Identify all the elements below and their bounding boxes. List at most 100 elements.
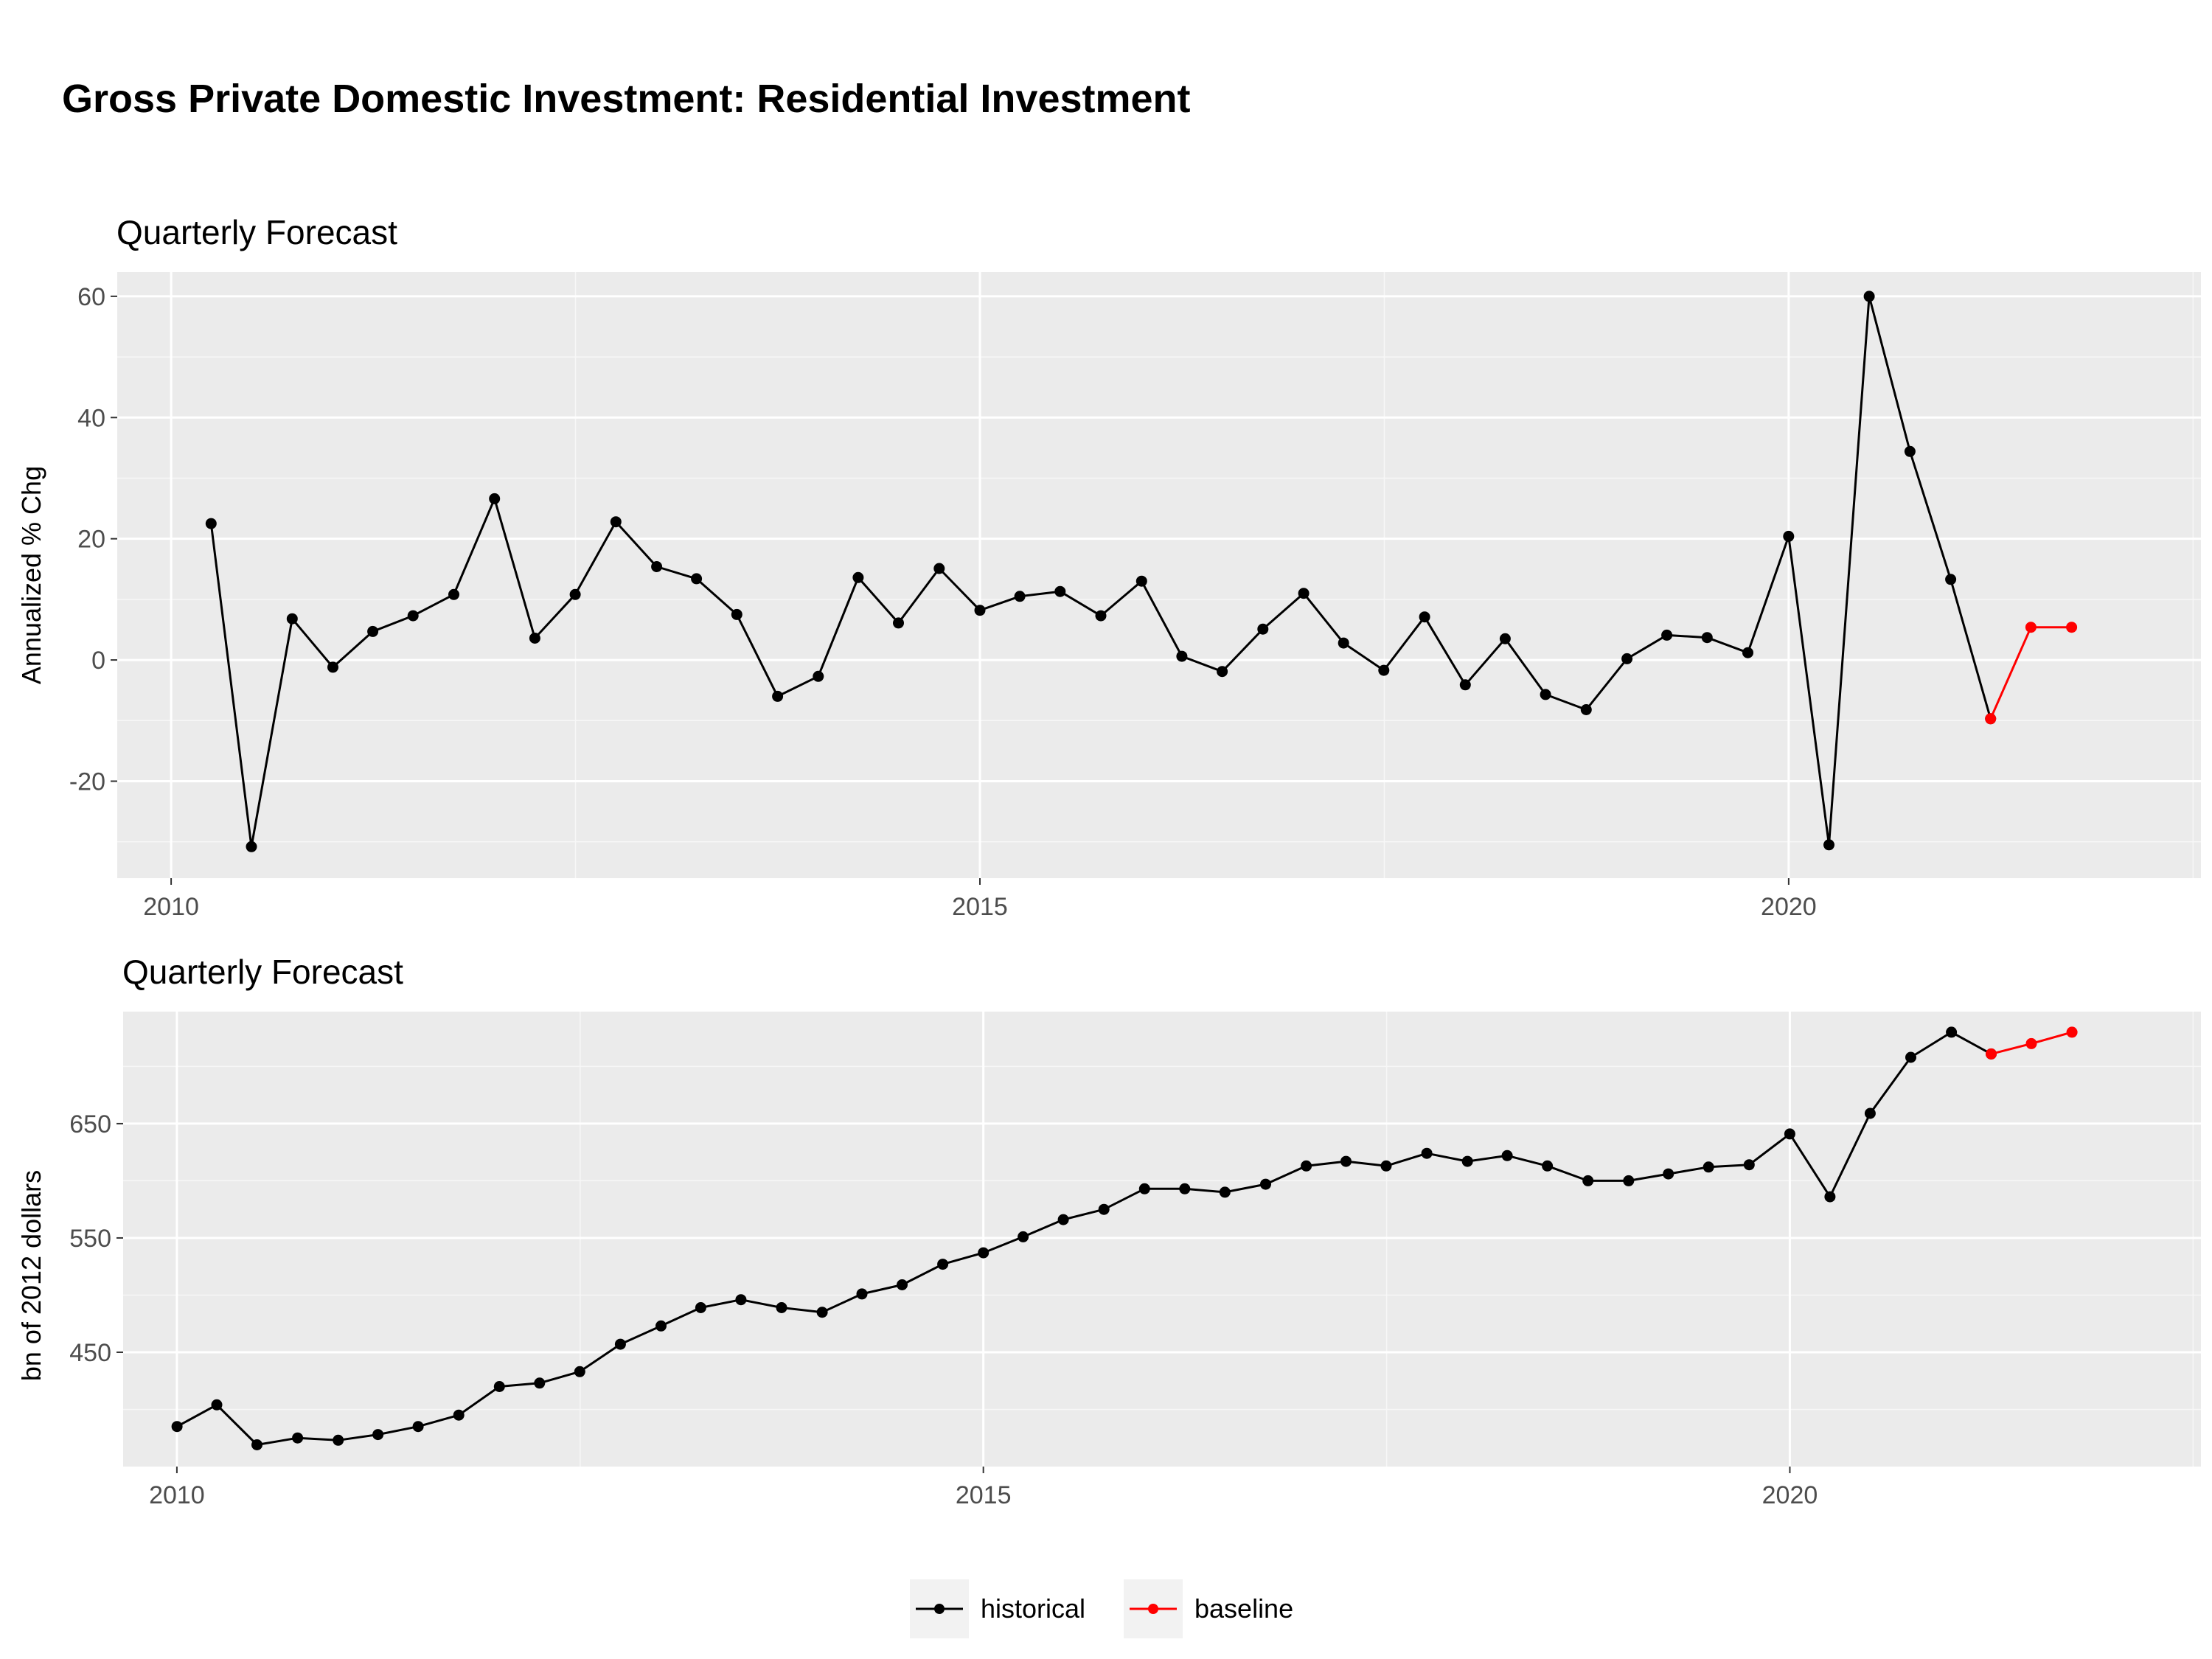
historical-point	[1380, 1160, 1392, 1172]
historical-point	[1946, 1026, 1958, 1038]
bottom-panel-title: Quarterly Forecast	[122, 953, 403, 991]
bottom-plot-area	[123, 1012, 2201, 1467]
top-gridlines	[117, 272, 2201, 878]
series-baseline	[1986, 1026, 2078, 1060]
historical-point	[1661, 629, 1673, 641]
historical-point	[1824, 1191, 1836, 1203]
historical-point	[1864, 1107, 1876, 1119]
historical-point	[731, 608, 742, 620]
bottom-tick-labels: 2010 2015 2020 450 550 650	[69, 1110, 1818, 1509]
baseline-point	[1985, 713, 1997, 725]
historical-point	[211, 1399, 223, 1411]
historical-point	[448, 588, 459, 600]
historical-point	[816, 1307, 828, 1318]
legend-key-baseline-point	[1148, 1604, 1158, 1614]
x-tick-label: 2020	[1761, 893, 1817, 921]
historical-point	[1823, 839, 1834, 851]
historical-point	[813, 670, 824, 682]
historical-point	[691, 573, 703, 585]
historical-point	[367, 625, 379, 637]
historical-point	[1138, 1183, 1150, 1194]
historical-point	[974, 605, 986, 616]
historical-point	[772, 690, 784, 702]
historical-point	[1301, 1160, 1312, 1172]
historical-point	[574, 1366, 585, 1377]
historical-point	[1459, 679, 1471, 691]
bottom-panel: Quarterly Forecast bn of 2012 dollars 20…	[16, 953, 2201, 1509]
historical-point	[735, 1294, 747, 1306]
historical-point	[856, 1288, 868, 1300]
historical-point	[1260, 1178, 1271, 1190]
historical-point	[1623, 1175, 1635, 1186]
y-tick-label: 20	[77, 526, 105, 554]
y-tick-label: 650	[69, 1110, 111, 1138]
historical-point	[1663, 1168, 1674, 1180]
historical-point	[1703, 1161, 1714, 1173]
historical-point	[655, 1320, 667, 1332]
top-y-axis-title: Annualized % Chg	[16, 466, 46, 684]
historical-point	[1338, 637, 1349, 649]
top-panel-title: Quarterly Forecast	[116, 213, 397, 251]
historical-point	[1098, 1203, 1110, 1215]
legend-label-historical: historical	[981, 1593, 1085, 1624]
baseline-point	[1986, 1048, 1997, 1060]
historical-point	[897, 1279, 908, 1290]
historical-point	[1298, 588, 1310, 599]
historical-point	[1219, 1186, 1231, 1198]
historical-point	[292, 1432, 304, 1444]
historical-point	[251, 1439, 262, 1450]
historical-point	[489, 493, 501, 504]
historical-point	[534, 1377, 546, 1389]
y-tick-label: 550	[69, 1225, 111, 1253]
historical-point	[776, 1302, 787, 1313]
historical-point	[1905, 1051, 1916, 1063]
historical-point	[1176, 650, 1188, 662]
historical-point	[171, 1421, 183, 1433]
historical-point	[1135, 575, 1147, 587]
main-title: Gross Private Domestic Investment: Resid…	[62, 77, 1191, 121]
legend-key-historical-point	[934, 1604, 945, 1614]
historical-point	[1179, 1183, 1191, 1194]
historical-point	[1217, 666, 1228, 678]
legend: historical baseline	[910, 1579, 1293, 1638]
historical-point	[407, 610, 419, 622]
historical-point	[1501, 1150, 1513, 1161]
historical-point	[1057, 1214, 1069, 1225]
historical-point	[695, 1302, 706, 1313]
historical-line	[176, 1031, 1992, 1446]
historical-point	[1340, 1155, 1352, 1167]
historical-point	[453, 1409, 465, 1421]
baseline-point	[2025, 622, 2037, 633]
historical-point	[1743, 1159, 1755, 1171]
historical-point	[893, 617, 904, 629]
historical-point	[1540, 689, 1551, 700]
historical-point	[372, 1429, 384, 1441]
y-tick-label: 60	[77, 283, 105, 311]
top-series	[205, 291, 2078, 852]
top-plot-area	[117, 272, 2201, 878]
baseline-point	[2066, 1026, 2078, 1038]
historical-point	[569, 588, 581, 600]
x-tick-label: 2015	[956, 1481, 1012, 1509]
bottom-y-axis-title: bn of 2012 dollars	[16, 1170, 46, 1381]
historical-point	[1945, 574, 1957, 585]
x-tick-label: 2010	[149, 1481, 205, 1509]
historical-point	[246, 841, 257, 852]
historical-point	[412, 1421, 424, 1433]
x-tick-label: 2010	[143, 893, 199, 921]
historical-point	[333, 1434, 344, 1446]
historical-point	[852, 571, 864, 583]
historical-point	[1542, 1160, 1554, 1172]
historical-point	[978, 1247, 990, 1259]
baseline-point	[2025, 1037, 2037, 1049]
historical-point	[1863, 291, 1875, 302]
historical-point	[1904, 445, 1916, 457]
historical-point	[1783, 530, 1795, 542]
bottom-gridlines	[123, 1012, 2201, 1467]
historical-point	[1701, 632, 1713, 644]
baseline-point	[2066, 622, 2078, 633]
historical-point	[1461, 1155, 1473, 1167]
historical-point	[1499, 633, 1511, 644]
historical-point	[610, 516, 622, 528]
